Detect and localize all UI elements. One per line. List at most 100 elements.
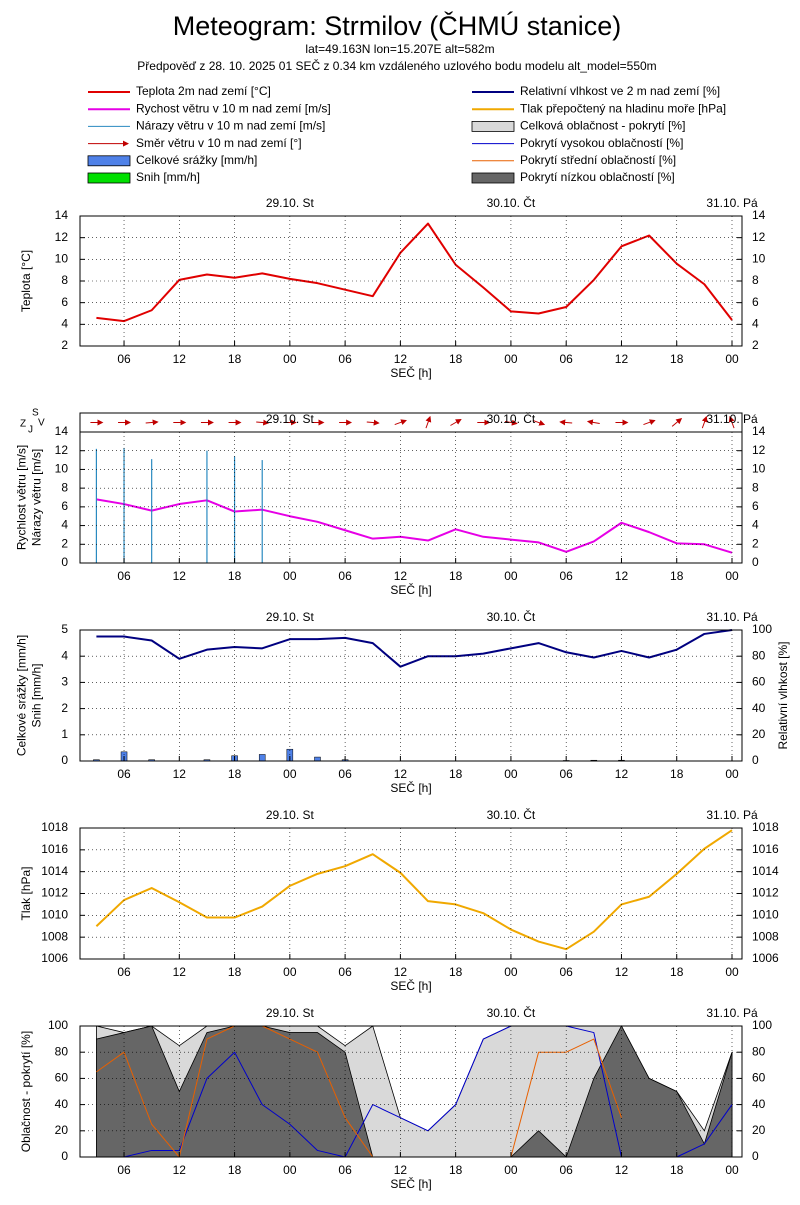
x-axis-label: SEČ [h] [390, 582, 431, 597]
y-tick-label: 20 [55, 1123, 69, 1137]
legend-label: Teplota 2m nad zemí [°C] [136, 84, 271, 98]
x-tick-label: 00 [725, 1163, 739, 1177]
x-tick-label: 18 [228, 767, 242, 781]
day-label: 29.10. St [266, 808, 315, 822]
x-tick-label: 00 [283, 352, 297, 366]
y-tick-label-right: 1008 [752, 929, 779, 943]
x-tick-label: 12 [394, 1163, 408, 1177]
y2-tick-label: 20 [752, 727, 766, 741]
legend-label: Relativní vlhkost ve 2 m nad zemí [%] [520, 84, 720, 98]
x-tick-label: 06 [338, 767, 352, 781]
day-label: 29.10. St [266, 196, 315, 210]
x-tick-label: 00 [504, 352, 518, 366]
legend-label: Pokrytí nízkou oblačností [%] [520, 170, 675, 184]
y-tick-label-right: 1018 [752, 820, 779, 834]
day-label: 30.10. Čt [487, 807, 536, 822]
y-tick-label-right: 2 [752, 536, 759, 550]
legend-label: Snih [mm/h] [136, 170, 200, 184]
y-tick-label-right: 0 [752, 1149, 759, 1163]
x-tick-label: 00 [725, 569, 739, 583]
x-tick-label: 06 [117, 1163, 131, 1177]
y-tick-label-right: 4 [752, 518, 759, 532]
x-tick-label: 06 [338, 1163, 352, 1177]
x-axis-label: SEČ [h] [390, 1176, 431, 1191]
wind-arrow [559, 419, 573, 426]
x-tick-label: 06 [117, 569, 131, 583]
day-label: 29.10. St [266, 1006, 315, 1020]
plot-frame [79, 1025, 743, 1158]
y-tick-label: 10 [55, 462, 69, 476]
x-tick-label: 06 [117, 352, 131, 366]
y-tick-label: 60 [55, 1071, 69, 1085]
day-label: 31.10. Pá [706, 196, 758, 210]
x-tick-label: 00 [504, 569, 518, 583]
legend-label: Pokrytí střední oblačností [%] [520, 153, 676, 167]
legend-label: Směr větru v 10 m nad zemí [°] [136, 136, 302, 150]
y-tick-label: 1 [61, 727, 68, 741]
y-tick-label: 10 [55, 252, 69, 266]
x-tick-label: 12 [615, 352, 629, 366]
wind-arrow [394, 419, 407, 426]
y2-tick-label: 80 [752, 648, 766, 662]
y-tick-label: 2 [61, 338, 68, 352]
wind-arrow [425, 415, 432, 429]
y-axis-label: Nárazy větru [m/s] [30, 449, 44, 546]
y-tick-label-right: 8 [752, 273, 759, 287]
x-tick-label: 18 [228, 965, 242, 979]
x-tick-label: 00 [504, 965, 518, 979]
direction-strip [79, 412, 743, 433]
y2-axis-label: Relativní vlhkost [%] [776, 641, 790, 749]
bar [314, 756, 321, 762]
legend-label: Nárazy větru v 10 m nad zemí [m/s] [136, 119, 325, 133]
y-tick-label-right: 8 [752, 480, 759, 494]
day-label: 30.10. Čt [487, 609, 536, 624]
x-tick-label: 06 [560, 569, 574, 583]
x-tick-label: 18 [228, 569, 242, 583]
y-tick-label-right: 40 [752, 1097, 766, 1111]
y-tick-label: 2 [61, 701, 68, 715]
x-axis-label: SEČ [h] [390, 365, 431, 380]
day-label: 29.10. St [266, 412, 315, 426]
y-tick-label: 80 [55, 1044, 69, 1058]
title: Meteogram: Strmilov (ČHMÚ stanice) [173, 10, 622, 41]
y-axis-label: Teplota [°C] [19, 250, 33, 312]
y-tick-label: 6 [61, 499, 68, 513]
x-tick-label: 18 [449, 569, 463, 583]
legend-label: Celková oblačnost - pokrytí [%] [520, 119, 685, 133]
y-tick-label-right: 1006 [752, 951, 779, 965]
y2-tick-label: 100 [752, 622, 772, 636]
x-tick-label: 18 [228, 352, 242, 366]
plot-frame [79, 629, 743, 762]
y-tick-label: 100 [48, 1018, 68, 1032]
x-tick-label: 12 [615, 767, 629, 781]
direction-label: Z [20, 419, 26, 430]
x-tick-label: 12 [394, 965, 408, 979]
x-tick-label: 12 [615, 1163, 629, 1177]
legend-label: Tlak přepočtený na hladinu moře [hPa] [520, 101, 726, 115]
x-tick-label: 18 [449, 965, 463, 979]
x-tick-label: 06 [560, 965, 574, 979]
y-tick-label-right: 6 [752, 295, 759, 309]
legend-label: Celkové srážky [mm/h] [136, 153, 257, 167]
y-tick-label-right: 1012 [752, 886, 779, 900]
y-tick-label-right: 20 [752, 1123, 766, 1137]
legend-label: Rychost větru v 10 m nad zemí [m/s] [136, 101, 331, 115]
y-tick-label: 12 [55, 230, 69, 244]
y-tick-label: 1016 [41, 842, 68, 856]
x-tick-label: 18 [670, 1163, 684, 1177]
x-tick-label: 00 [283, 569, 297, 583]
wind-arrow [728, 415, 735, 429]
x-tick-label: 12 [615, 569, 629, 583]
day-label: 31.10. Pá [706, 808, 758, 822]
direction-label: V [38, 418, 45, 429]
x-tick-label: 18 [449, 1163, 463, 1177]
y-tick-label-right: 100 [752, 1018, 772, 1032]
y-tick-label: 1012 [41, 886, 68, 900]
line [95, 829, 733, 951]
x-tick-label: 06 [338, 569, 352, 583]
subtitle: Předpověď z 28. 10. 2025 01 SEČ z 0.34 k… [137, 58, 656, 73]
wind-arrow [643, 419, 656, 426]
y-tick-label: 14 [55, 424, 69, 438]
plot-frame [79, 431, 743, 564]
x-tick-label: 12 [394, 569, 408, 583]
